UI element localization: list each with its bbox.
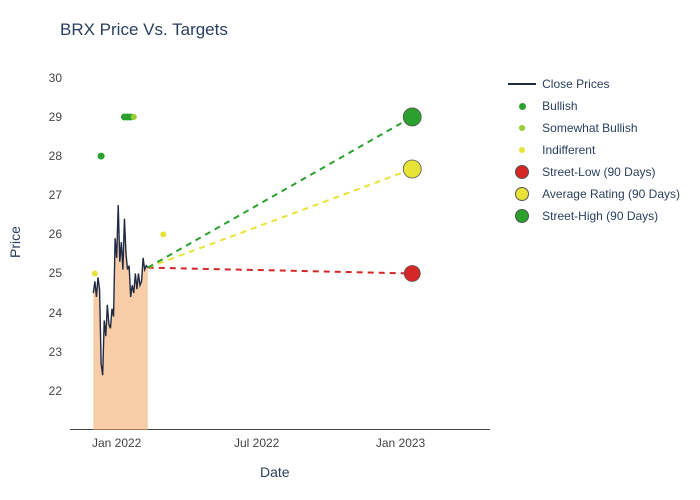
legend-item: Somewhat Bullish [508,119,680,137]
y-axis-label: Price [7,226,23,258]
legend-marker [508,187,536,201]
street-high-line [148,117,412,268]
y-tick: 29 [49,110,70,124]
legend-label: Somewhat Bullish [542,121,637,135]
area-fill [93,205,147,430]
y-tick: 24 [49,306,70,320]
legend-marker [508,121,536,135]
legend-marker [508,165,536,179]
legend-label: Street-Low (90 Days) [542,165,655,179]
legend-label: Average Rating (90 Days) [542,187,680,201]
legend-marker [508,143,536,157]
indifferent-point [160,231,166,237]
legend-item: Street-High (90 Days) [508,207,680,225]
average-rating-marker [403,160,421,178]
y-tick: 22 [49,384,70,398]
legend-item: Bullish [508,97,680,115]
street-high-marker [403,108,421,126]
indifferent-point [92,270,98,276]
street-low-marker [404,265,420,281]
x-tick: Jan 2023 [376,430,425,450]
x-tick: Jul 2022 [234,430,279,450]
legend-label: Bullish [542,99,577,113]
legend-item: Indifferent [508,141,680,159]
legend-marker [508,99,536,113]
average-rating-line [148,169,412,268]
y-tick: 30 [49,71,70,85]
legend-marker [508,77,536,91]
y-tick: 25 [49,266,70,280]
x-tick: Jan 2022 [92,430,141,450]
y-tick: 28 [49,149,70,163]
y-tick: 27 [49,188,70,202]
legend-label: Close Prices [542,77,609,91]
legend: Close Prices Bullish Somewhat Bullish Indif… [508,75,680,229]
legend-item: Street-Low (90 Days) [508,163,680,181]
legend-item: Average Rating (90 Days) [508,185,680,203]
chart-container: BRX Price Vs. Targets Price Date 2223242… [0,0,700,500]
chart-svg [70,70,490,430]
legend-label: Street-High (90 Days) [542,209,658,223]
chart-title: BRX Price Vs. Targets [60,20,228,40]
y-tick: 23 [49,345,70,359]
legend-item: Close Prices [508,75,680,93]
x-axis-label: Date [260,464,290,480]
somewhat-bullish-point [131,114,137,120]
legend-marker [508,209,536,223]
legend-label: Indifferent [542,143,595,157]
plot-area: 222324252627282930Jan 2022Jul 2022Jan 20… [70,70,490,430]
street-low-line [148,268,412,274]
y-tick: 26 [49,227,70,241]
bullish-point [98,153,105,160]
